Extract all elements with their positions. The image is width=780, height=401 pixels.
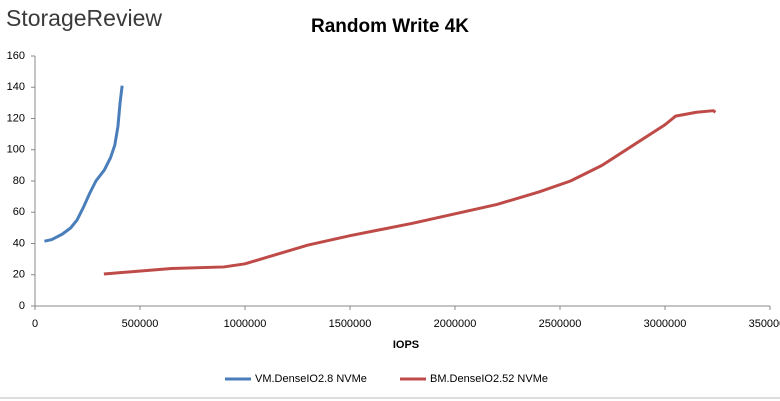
series-line — [44, 85, 124, 243]
logo: StorageReview — [6, 5, 162, 31]
y-tick-label: 0 — [19, 300, 25, 312]
x-tick-label: 1000000 — [224, 318, 267, 330]
x-tick-label: 0 — [32, 318, 38, 330]
x-tick-label: 2500000 — [539, 318, 582, 330]
y-tick-label: 40 — [13, 237, 25, 249]
x-tick-label: 1500000 — [329, 318, 372, 330]
y-tick-label: 140 — [7, 81, 25, 93]
x-axis-title: IOPS — [393, 339, 419, 351]
y-tick-label: 20 — [13, 269, 25, 281]
x-tick-label: 3000000 — [644, 318, 687, 330]
x-tick-label: 2000000 — [434, 318, 477, 330]
chart-title: Random Write 4K — [311, 16, 469, 37]
series-line — [103, 109, 717, 276]
y-tick-label: 160 — [7, 50, 25, 62]
legend-label: VM.DenseIO2.8 NVMe — [255, 373, 367, 385]
y-tick-label: 80 — [13, 175, 25, 187]
y-tick-label: 100 — [7, 144, 25, 156]
x-tick-label: 500000 — [122, 318, 159, 330]
y-tick-label: 60 — [13, 206, 25, 218]
y-tick-label: 120 — [7, 112, 25, 124]
x-tick-label: 3500000 — [749, 318, 780, 330]
legend-label: BM.DenseIO2.52 NVMe — [430, 373, 548, 385]
